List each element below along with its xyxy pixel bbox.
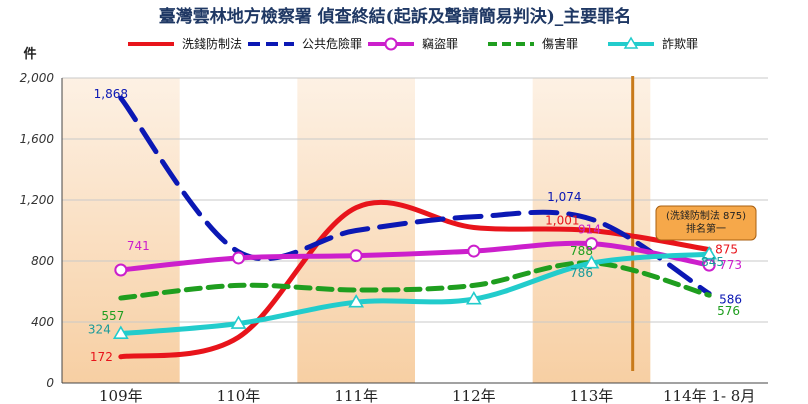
data-label: 1,001 [545, 214, 579, 228]
legend-marker [623, 36, 639, 49]
y-tick-label: 800 [31, 254, 54, 268]
series-line [118, 199, 712, 360]
x-category-label: 114年 1- 8月 [663, 387, 755, 404]
annotation-box: (洗錢防制法 875) 排名第一 [655, 205, 757, 241]
series-lines [112, 95, 718, 360]
y-tick-label: 1,600 [20, 132, 55, 146]
annotation-rect [655, 205, 757, 241]
annotation-line1: (洗錢防制法 875) [666, 209, 746, 222]
x-category-label: 111年 [334, 387, 378, 404]
chart-title: 臺灣雲林地方檢察署 偵查終結(起訴及聲請簡易判決)_主要罪名 [159, 6, 632, 27]
data-label: 557 [101, 309, 124, 323]
series-marker [112, 325, 129, 339]
series-marker [702, 258, 716, 272]
series-marker [114, 263, 128, 277]
series-marker [349, 249, 363, 263]
series-marker [701, 246, 718, 260]
x-category-label: 110年 [217, 387, 261, 404]
legend-label: 詐欺罪 [662, 36, 698, 51]
data-label: 786 [570, 266, 593, 280]
x-category-label: 113年 [570, 387, 614, 404]
x-category-label: 112年 [452, 387, 496, 404]
series-marker [585, 237, 598, 251]
data-label: 788 [570, 244, 593, 258]
x-category-label: 109年 [99, 387, 143, 404]
series-marker [583, 255, 600, 269]
y-tick-label: 0 [46, 376, 54, 390]
gridlines: 0 400 800 1,200 1,600 2,000 [20, 71, 768, 390]
legend-marker [384, 37, 398, 51]
data-label: 741 [127, 239, 150, 253]
legend-label: 公共危險罪 [302, 36, 362, 51]
series-line [118, 260, 712, 301]
data-label: 586 [719, 293, 742, 307]
legend-label: 竊盜罪 [422, 36, 458, 51]
series-marker [467, 244, 481, 258]
y-tick-label: 400 [31, 315, 54, 329]
data-label: 576 [717, 304, 740, 318]
series-line [118, 240, 712, 273]
legend-label: 傷害罪 [542, 36, 578, 51]
axes: 109年 110年 111年 112年 113年 114年 1- 8月 [61, 78, 768, 404]
data-label: 845 [701, 255, 724, 269]
y-tick-label: 1,200 [20, 193, 55, 207]
data-label: 172 [90, 350, 113, 364]
series-marker [465, 291, 482, 305]
series-line [118, 95, 712, 297]
series-marker [232, 251, 245, 265]
data-label: 324 [88, 323, 111, 337]
data-label: 1,074 [547, 190, 581, 204]
y-tick-label: 2,000 [20, 71, 55, 85]
legend-label: 洗錢防制法 [182, 36, 242, 51]
series-marker [230, 315, 247, 329]
data-labels: 172 1,001 875 1,868 1,074 586 741 914 773 557 788 5… [88, 87, 742, 364]
series-marker [348, 294, 365, 308]
data-label: 1,868 [94, 87, 128, 101]
y-axis-unit: 件 [23, 46, 36, 62]
data-label: 914 [578, 223, 601, 237]
annotation-line2: 排名第一 [686, 222, 726, 235]
data-label: 875 [715, 243, 738, 257]
data-label: 773 [719, 258, 742, 272]
series-line [118, 251, 712, 337]
legend: 洗錢防制法 公共危險罪 竊盜罪 傷害罪 詐欺罪 [128, 36, 698, 51]
